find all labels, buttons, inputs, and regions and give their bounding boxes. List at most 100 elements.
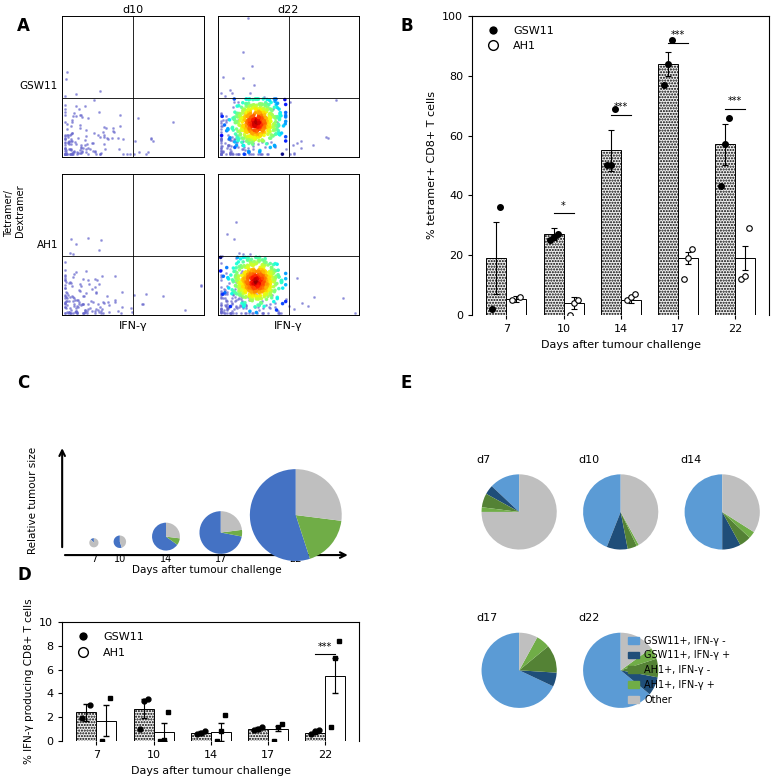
Point (253, 252, 265, 264)
Point (60, 295, 72, 307)
Point (237, 104, 249, 116)
Point (264, 107, 277, 119)
Wedge shape (723, 512, 740, 550)
Point (242, 98, 255, 110)
Point (249, 257, 262, 270)
Point (249, 106, 262, 119)
Point (253, 276, 265, 289)
Point (232, 301, 245, 314)
Point (66, 289, 78, 302)
Bar (544, 235, 563, 315)
Point (140, 288, 152, 300)
Point (252, 270, 264, 282)
Point (214, 144, 227, 156)
Point (250, 273, 263, 285)
Point (273, 307, 285, 319)
Point (248, 126, 260, 138)
Point (256, 269, 268, 282)
Point (261, 279, 274, 292)
Point (246, 115, 259, 128)
Point (214, 117, 227, 129)
Point (250, 104, 263, 116)
Point (267, 258, 280, 271)
Point (253, 108, 265, 121)
Point (256, 258, 269, 271)
Point (216, 120, 228, 133)
Point (248, 285, 260, 298)
Point (232, 134, 244, 147)
Point (230, 274, 242, 286)
Point (267, 121, 280, 133)
Point (84, 143, 96, 155)
Point (273, 103, 285, 115)
Point (244, 294, 256, 307)
Wedge shape (583, 633, 650, 708)
Point (256, 148, 268, 161)
Point (240, 300, 253, 312)
Point (108, 126, 120, 138)
Point (256, 271, 268, 284)
Point (257, 116, 270, 129)
Point (253, 112, 266, 125)
Point (65, 127, 78, 140)
Point (232, 270, 244, 282)
Point (69, 238, 82, 250)
Point (270, 303, 283, 316)
Point (92, 105, 105, 118)
Point (229, 279, 242, 292)
Point (249, 133, 262, 146)
Point (242, 107, 255, 119)
Point (235, 296, 248, 309)
Point (230, 294, 242, 307)
Point (245, 112, 257, 124)
Point (225, 288, 238, 300)
Point (270, 93, 282, 105)
Point (279, 118, 291, 130)
Point (90, 287, 103, 300)
Point (259, 272, 271, 285)
Point (239, 285, 252, 298)
Point (249, 300, 261, 313)
Point (263, 126, 275, 138)
Point (99, 122, 112, 134)
Point (236, 138, 249, 151)
Point (272, 127, 284, 140)
Point (288, 303, 301, 315)
Point (252, 278, 264, 290)
Point (260, 281, 273, 293)
Point (248, 264, 260, 277)
Point (253, 146, 266, 158)
Point (79, 138, 92, 151)
Point (247, 284, 260, 296)
Point (280, 278, 292, 291)
Point (306, 138, 319, 151)
Point (236, 107, 249, 119)
Point (264, 286, 277, 299)
Point (308, 290, 320, 303)
Point (239, 107, 252, 119)
Point (247, 135, 260, 147)
Point (145, 132, 157, 144)
Point (249, 127, 261, 140)
Point (96, 270, 109, 282)
Point (221, 271, 234, 284)
Point (242, 263, 255, 275)
Point (242, 283, 254, 296)
Point (71, 301, 84, 314)
Point (238, 300, 250, 312)
Point (246, 136, 258, 149)
Point (248, 119, 260, 131)
Point (232, 285, 245, 297)
Point (228, 140, 241, 152)
Point (227, 124, 239, 136)
Point (141, 145, 154, 158)
Point (268, 265, 280, 278)
Point (270, 270, 282, 282)
Point (65, 115, 78, 128)
Point (251, 120, 263, 133)
Point (295, 135, 308, 147)
Point (245, 288, 257, 300)
Point (260, 112, 273, 124)
Point (224, 148, 236, 161)
Point (253, 278, 266, 290)
